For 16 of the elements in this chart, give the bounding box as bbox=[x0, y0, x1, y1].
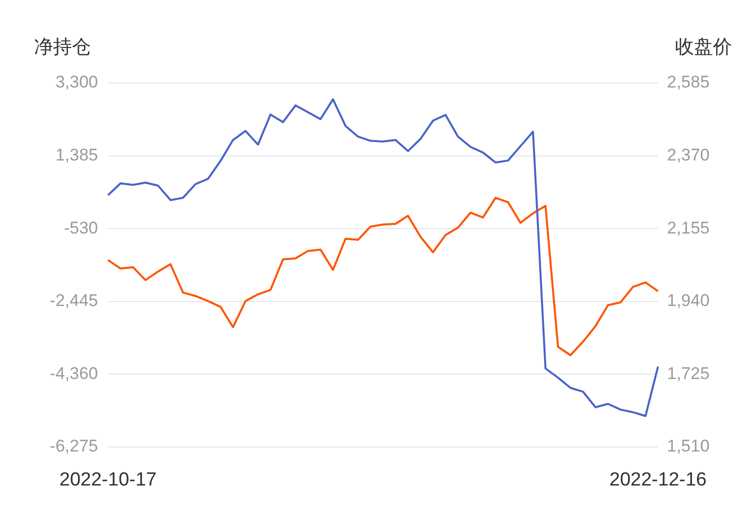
y-tick-label: 1,385 bbox=[55, 145, 98, 164]
y2-tick-label: 1,725 bbox=[667, 364, 710, 383]
y-tick-label: -4,360 bbox=[50, 364, 98, 383]
y-tick-label: -530 bbox=[64, 218, 98, 238]
x-tick-label: 2022-10-17 bbox=[59, 470, 157, 491]
y-axis-title: 净持仓 bbox=[34, 37, 91, 58]
y2-tick-label: 2,585 bbox=[667, 72, 710, 92]
y2-tick-label: 2,370 bbox=[667, 145, 710, 164]
y-tick-label: -6,275 bbox=[50, 436, 98, 456]
y2-tick-label: 1,940 bbox=[667, 291, 710, 310]
y-tick-label: -2,445 bbox=[50, 291, 98, 310]
y2-axis-title: 收盘价 bbox=[675, 37, 732, 58]
y2-tick-label: 2,155 bbox=[667, 218, 710, 238]
x-tick-label: 2022-12-16 bbox=[609, 470, 707, 491]
y2-tick-label: 1,510 bbox=[667, 436, 710, 456]
y-tick-label: 3,300 bbox=[55, 72, 98, 92]
